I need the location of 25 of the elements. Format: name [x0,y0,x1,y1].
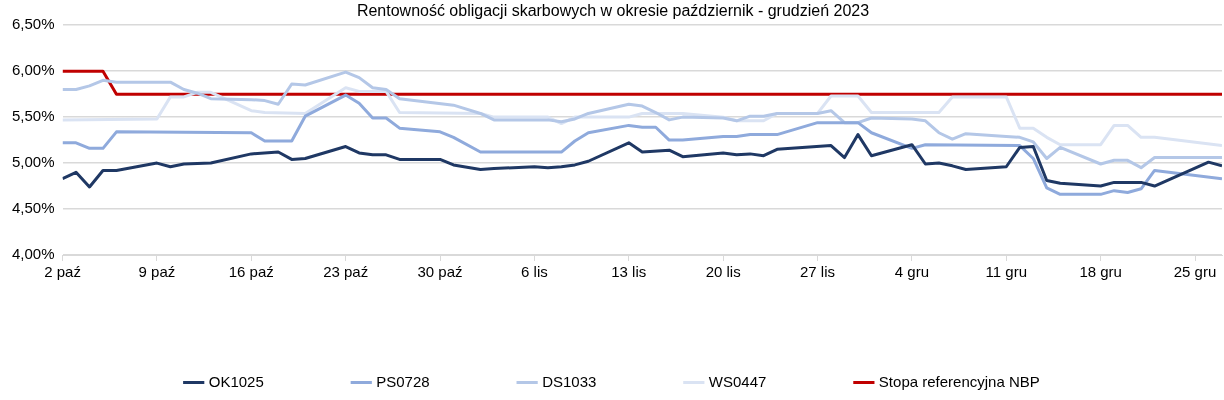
x-tick-label: 27 lis [800,263,836,281]
chart-title: Rentowność obligacji skarbowych w okresie październik - grudzień 2023 [356,2,870,20]
x-tick-label: 30 paź [417,263,463,281]
x-tick-label: 23 paź [323,263,369,281]
legend-label: DS1033 [542,372,597,390]
x-tick-label: 6 lis [521,263,548,281]
x-tick-label: 18 gru [1079,263,1122,281]
y-tick-label: 4,50% [11,199,55,217]
y-tick-label: 4,00% [11,245,55,263]
x-tick-label: 2 paź [44,263,81,281]
legend-label: PS0728 [376,372,430,390]
y-tick-label: 6,50% [11,15,55,33]
legend-label: WS0447 [708,372,767,390]
x-tick-label: 11 gru [985,263,1027,281]
x-tick-label: 4 gru [894,263,930,281]
y-tick-label: 6,00% [11,61,55,79]
x-tick-label: 20 lis [705,263,741,281]
x-tick-label: 16 paź [228,263,274,281]
x-tick-label: 25 gru [1173,263,1217,281]
y-tick-label: 5,00% [11,153,55,171]
y-tick-label: 5,50% [11,107,55,125]
x-tick-label: 13 lis [611,263,647,281]
x-tick-label: 9 paź [138,263,176,281]
legend-label: Stopa referencyjna NBP [878,372,1040,390]
legend-label: OK1025 [208,372,264,390]
